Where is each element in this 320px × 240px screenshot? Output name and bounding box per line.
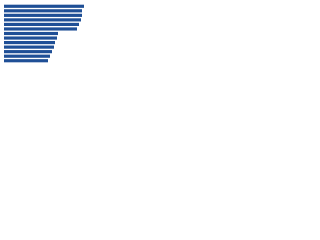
bar [4,45,54,49]
bar [4,4,84,8]
page: (() => { const data = JSON.parse(documen… [0,0,100,71]
bar [4,13,82,17]
bar [4,22,79,27]
chart [4,4,84,63]
bar [4,59,48,63]
bar [4,31,58,36]
bar [4,50,52,54]
bar [4,54,50,58]
bar [4,40,55,45]
bar [4,9,82,13]
bar [4,36,57,40]
bar [4,27,77,31]
bar [4,18,81,22]
